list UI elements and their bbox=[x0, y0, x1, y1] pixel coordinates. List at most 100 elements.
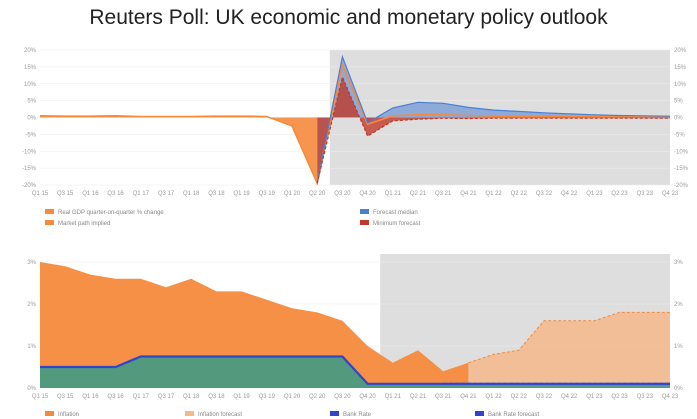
x-tick-label: Q3 19 bbox=[259, 394, 276, 400]
chart-title: Reuters Poll: UK economic and monetary p… bbox=[89, 6, 608, 29]
y-tick-label-right: 5% bbox=[674, 99, 683, 105]
y-tick-label-left: -5% bbox=[25, 132, 36, 138]
y-tick-label-right: -20% bbox=[674, 183, 689, 189]
y-tick-label-right: 20% bbox=[674, 48, 687, 54]
x-tick-label: Q3 21 bbox=[435, 394, 452, 400]
x-tick-label: Q2 23 bbox=[611, 394, 628, 400]
x-tick-label: Q3 16 bbox=[107, 191, 124, 197]
y-tick-label-left: 5% bbox=[27, 99, 36, 105]
x-tick-label: Q1 22 bbox=[485, 394, 502, 400]
x-tick-label: Q4 20 bbox=[359, 191, 376, 197]
y-tick-label-left: 0% bbox=[27, 116, 36, 122]
legend-label: Real GDP quarter-on-quarter % change bbox=[58, 210, 164, 216]
series-area-bank-rate bbox=[40, 356, 670, 388]
y-tick-label-left: 3% bbox=[27, 260, 36, 266]
y-tick-label-right: 1% bbox=[674, 344, 683, 350]
x-tick-label: Q3 17 bbox=[158, 191, 175, 197]
legend-swatch bbox=[360, 209, 369, 214]
y-tick-label-left: 10% bbox=[24, 82, 37, 88]
x-tick-label: Q1 23 bbox=[586, 191, 603, 197]
x-tick-label: Q1 21 bbox=[385, 191, 402, 197]
gdp-panel: 20% 20% 15% 15% 10% 10% 5% 5% 0% 0% -5% -5% -10% -10%… bbox=[22, 48, 689, 227]
x-tick-label: Q1 17 bbox=[133, 394, 150, 400]
x-tick-label: Q3 23 bbox=[637, 394, 654, 400]
legend-label: Inflation forecast bbox=[198, 412, 242, 418]
x-tick-label: Q3 16 bbox=[107, 394, 124, 400]
x-tick-label: Q2 22 bbox=[511, 191, 528, 197]
x-tick-label: Q3 19 bbox=[259, 191, 276, 197]
y-tick-label-left: 0% bbox=[27, 386, 36, 392]
x-tick-label: Q1 20 bbox=[284, 394, 301, 400]
legend-label: Minimum forecast bbox=[373, 221, 421, 227]
x-tick-label: Q3 22 bbox=[536, 191, 553, 197]
x-tick-label: Q3 15 bbox=[57, 394, 74, 400]
y-tick-label-left: 15% bbox=[24, 65, 37, 71]
x-tick-label: Q4 21 bbox=[460, 394, 477, 400]
x-tick-label: Q1 16 bbox=[82, 191, 99, 197]
x-tick-label: Q1 22 bbox=[485, 191, 502, 197]
x-tick-label: Q4 21 bbox=[460, 191, 477, 197]
y-tick-label-left: 1% bbox=[27, 344, 36, 350]
series-line-forecast-median bbox=[316, 54, 671, 184]
x-tick-label: Q1 17 bbox=[133, 191, 150, 197]
x-tick-label: Q1 23 bbox=[586, 394, 603, 400]
legend-swatch bbox=[185, 411, 194, 416]
x-tick-label: Q1 19 bbox=[233, 394, 250, 400]
y-tick-label-right: -15% bbox=[674, 166, 689, 172]
legend-label: Market path implied bbox=[58, 221, 110, 227]
y-tick-label-right: 0% bbox=[674, 386, 683, 392]
y-tick-label-right: 2% bbox=[674, 302, 683, 308]
x-tick-label: Q3 20 bbox=[334, 394, 351, 400]
x-tick-label: Q1 15 bbox=[32, 191, 49, 197]
legend-swatch bbox=[475, 411, 484, 416]
x-tick-label: Q3 17 bbox=[158, 394, 175, 400]
legend-label: Inflation bbox=[58, 412, 79, 418]
x-tick-label: Q4 23 bbox=[662, 191, 679, 197]
x-tick-label: Q3 21 bbox=[435, 191, 452, 197]
x-tick-label: Q3 18 bbox=[208, 191, 225, 197]
x-tick-label: Q3 22 bbox=[536, 394, 553, 400]
y-tick-label-right: 15% bbox=[674, 65, 687, 71]
legend-swatch bbox=[45, 411, 54, 416]
series-line-market-path bbox=[39, 62, 670, 186]
x-tick-label: Q2 20 bbox=[309, 394, 326, 400]
y-tick-label-right: 3% bbox=[674, 260, 683, 266]
x-tick-label: Q3 23 bbox=[637, 191, 654, 197]
series-area-real-gdp bbox=[40, 115, 318, 184]
x-tick-label: Q4 22 bbox=[561, 394, 578, 400]
y-tick-label-left: -20% bbox=[22, 183, 37, 189]
x-tick-label: Q2 21 bbox=[410, 191, 427, 197]
x-tick-label: Q2 20 bbox=[309, 191, 326, 197]
y-tick-label-left: -15% bbox=[22, 166, 37, 172]
x-tick-label: Q1 19 bbox=[233, 191, 250, 197]
x-tick-label: Q2 23 bbox=[611, 191, 628, 197]
x-tick-label: Q1 16 bbox=[82, 394, 99, 400]
y-tick-label-left: 2% bbox=[27, 302, 36, 308]
inflation-panel: 3% 3% 2% 2% 1% 1% 0% 0% Q1 15 Q3 15 Q1 16 Q3 16 Q1 1… bbox=[27, 254, 683, 418]
legend-swatch bbox=[45, 209, 54, 214]
x-tick-label: Q3 18 bbox=[208, 394, 225, 400]
x-tick-label: Q1 18 bbox=[183, 191, 200, 197]
x-tick-label: Q2 22 bbox=[511, 394, 528, 400]
legend-swatch bbox=[360, 220, 369, 225]
legend-swatch bbox=[45, 220, 54, 225]
y-tick-label-left: 20% bbox=[24, 48, 37, 54]
x-tick-label: Q4 23 bbox=[662, 394, 679, 400]
x-tick-label: Q2 21 bbox=[410, 394, 427, 400]
x-tick-label: Q3 20 bbox=[334, 191, 351, 197]
x-tick-label: Q1 18 bbox=[183, 394, 200, 400]
series-area-inflation-forecast bbox=[468, 312, 670, 388]
y-tick-label-left: -10% bbox=[22, 149, 37, 155]
x-tick-label: Q1 15 bbox=[32, 394, 49, 400]
x-tick-label: Q3 15 bbox=[57, 191, 74, 197]
y-tick-label-right: 10% bbox=[674, 82, 687, 88]
x-tick-label: Q4 22 bbox=[561, 191, 578, 197]
y-tick-label-right: -5% bbox=[674, 132, 685, 138]
legend-label: Bank Rate bbox=[343, 412, 372, 418]
x-tick-label: Q1 20 bbox=[284, 191, 301, 197]
legend-label: Bank Rate forecast bbox=[488, 412, 539, 418]
y-tick-label-right: 0% bbox=[674, 116, 683, 122]
series-line-inflation-forecast bbox=[468, 311, 670, 364]
x-tick-label: Q1 21 bbox=[385, 394, 402, 400]
